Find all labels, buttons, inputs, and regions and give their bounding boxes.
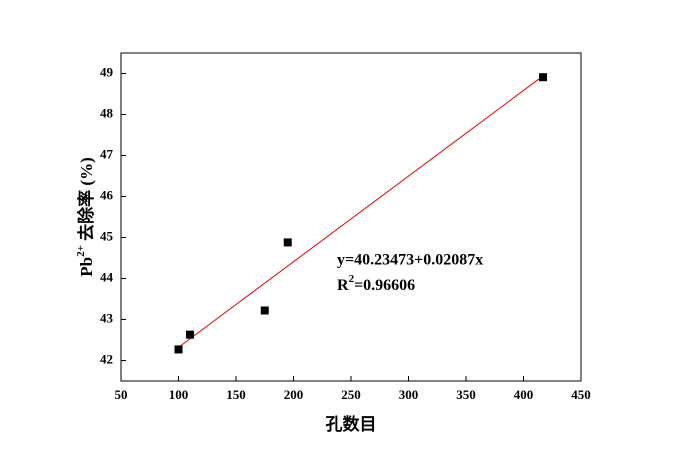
point (174, 345, 183, 354)
y-tick-label: 46 (100, 187, 114, 202)
x-tick-label: 250 (341, 387, 361, 402)
r-sup: 2 (349, 273, 355, 285)
y-tick-label: 43 (100, 310, 114, 325)
x-tick-label: 200 (284, 387, 304, 402)
y-label-rest: 去除率 (%) (76, 157, 96, 245)
y-tick-label: 49 (100, 64, 114, 79)
r-rest: =0.96606 (354, 277, 415, 294)
r-squared: R2=0.96606 (337, 273, 415, 294)
r-text: R (337, 277, 349, 294)
x-tick-label: 300 (399, 387, 419, 402)
point (539, 73, 548, 82)
x-tick-label: 450 (571, 387, 591, 402)
y-tick-label: 44 (100, 269, 114, 284)
y-tick-label: 42 (100, 351, 113, 366)
x-tick-label: 150 (226, 387, 246, 402)
x-tick-label: 350 (456, 387, 476, 402)
fit-line (178, 75, 544, 348)
x-tick-label: 100 (169, 387, 189, 402)
y-axis-label: Pb2+ 去除率 (%) (75, 157, 96, 276)
equation: y=40.23473+0.02087x (337, 252, 483, 269)
point (260, 306, 269, 315)
y-tick-label: 47 (100, 146, 114, 161)
y-label-sup: 2+ (75, 245, 87, 257)
point (186, 330, 194, 339)
x-tick-label: 50 (115, 387, 128, 402)
y-tick-label: 48 (100, 105, 114, 120)
y-tick-label: 45 (100, 228, 114, 243)
y-label-text: Pb (77, 257, 96, 277)
x-tick-label: 400 (514, 387, 534, 402)
x-axis-label: 孔数目 (326, 414, 377, 434)
point (283, 238, 292, 247)
